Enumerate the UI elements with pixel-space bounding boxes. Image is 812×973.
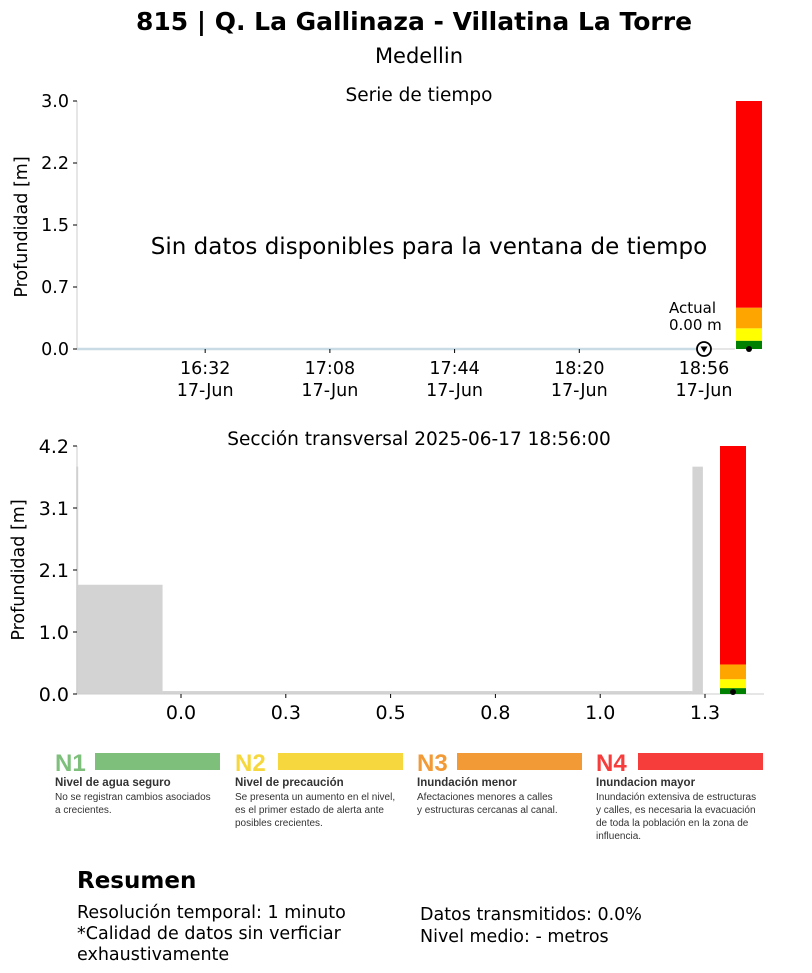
cross-section-ytick-label: 3.1 [39, 498, 69, 520]
time-series-level-bar [736, 101, 762, 352]
time-series-xtick-time: 17:44 [429, 359, 479, 379]
time-series-xtick-time: 16:32 [180, 359, 230, 379]
time-series-ylabel: Profundidad [m] [12, 156, 32, 297]
time-series-ytick-label: 0.0 [41, 340, 69, 360]
report-subtitle: Medellin [375, 44, 463, 68]
alert-level-description: posibles crecientes. [235, 818, 323, 829]
level-bar-orange [720, 664, 746, 680]
alert-level-name: Nivel de precaución [235, 777, 344, 789]
cross-section-xticks: 0.0 0.3 0.5 0.8 1.0 1.3 [166, 694, 720, 724]
alert-level-code: N1 [55, 750, 86, 777]
cross-section-ytick-label: 1.0 [39, 622, 69, 644]
alert-level-description: Inundación extensiva de estructuras [596, 792, 756, 803]
level-bar-green [736, 340, 762, 349]
alert-level-description: No se registran cambios asociados [55, 792, 211, 803]
summary-mean-level: Nivel medio: - metros [420, 927, 609, 947]
time-series-ytick-label: 1.5 [41, 216, 69, 236]
time-series-axes [76, 101, 735, 351]
report-title: 815 | Q. La Gallinaza - Villatina La Tor… [136, 7, 692, 36]
alert-level-description: Afectaciones menores a calles [417, 792, 553, 803]
time-series-ytick-label: 2.2 [41, 154, 69, 174]
current-level-value: 0.00 m [669, 316, 722, 334]
cross-section-chart: Sección transversal 2025-06-17 18:56:00 … [9, 429, 764, 724]
level-bar-red [736, 101, 762, 308]
time-series-title: Serie de tiempo [346, 85, 493, 106]
cross-section-ytick-label: 0.0 [39, 684, 69, 706]
cross-section-ylabel: Profundidad [m] [9, 499, 29, 640]
summary-quality-line1: *Calidad de datos sin verficiar [77, 924, 342, 944]
alert-level-description: es el primer estado de alerta ante [235, 805, 384, 816]
time-series-xtick-date: 17-Jun [551, 381, 608, 401]
cross-section-xtick-label: 0.8 [480, 702, 510, 724]
cross-section-xtick-label: 0.3 [271, 702, 301, 724]
alert-level-code: N4 [596, 750, 627, 777]
summary-transmitted: Datos transmitidos: 0.0% [420, 905, 642, 925]
alert-level-name: Inundacion mayor [596, 777, 696, 789]
cross-section-ytick-label: 4.2 [39, 436, 69, 458]
cross-section-xtick-label: 0.0 [166, 702, 196, 724]
cross-section-axes [76, 446, 764, 695]
no-data-message: Sin datos disponibles para la ventana de… [151, 234, 707, 260]
cross-section-level-bar [720, 446, 746, 695]
level-bar-current-dot [730, 689, 736, 695]
time-series-xtick-date: 17-Jun [301, 381, 358, 401]
time-series-xtick-time: 18:56 [679, 359, 729, 379]
alert-level-description: a crecientes. [55, 805, 112, 816]
level-bar-yellow [736, 328, 762, 341]
time-series-xtick-date: 17-Jun [177, 381, 234, 401]
cross-section-xtick-label: 0.5 [375, 702, 405, 724]
level-bar-orange [736, 307, 762, 329]
time-series-xtick-time: 17:08 [305, 359, 355, 379]
alert-level-description: Se presenta un aumento en el nivel, [235, 792, 395, 803]
time-series-ytick-label: 0.7 [41, 278, 69, 298]
level-bar-current-dot [746, 346, 752, 352]
alert-level-description: y calles, es necesaria la evacuación [596, 805, 756, 816]
alert-level-color-bar [95, 753, 220, 770]
time-series-yticks: 0.0 0.7 1.5 2.2 3.0 [41, 92, 77, 360]
cross-section-xtick-label: 1.3 [690, 702, 720, 724]
cross-section-ytick-label: 2.1 [39, 560, 69, 582]
summary-section: Resumen Resolución temporal: 1 minuto *C… [77, 868, 642, 965]
alert-level-color-bar [638, 753, 763, 770]
alert-level-code: N3 [417, 750, 448, 777]
alert-level-description: influencia. [596, 831, 641, 842]
alert-level-name: Inundación menor [417, 777, 517, 789]
summary-quality-line2: exhaustivamente [77, 945, 229, 965]
alert-level-name: Nivel de agua seguro [55, 777, 171, 789]
current-level-label: Actual [669, 299, 716, 317]
cross-section-yticks: 0.0 1.0 2.1 3.1 4.2 [39, 436, 77, 706]
alert-level-color-bar [457, 753, 582, 770]
summary-title: Resumen [77, 868, 196, 894]
alert-level-description: y estructuras cercanas al canal. [417, 805, 558, 816]
current-level-marker [696, 341, 712, 357]
terrain-profile [76, 466, 703, 694]
cross-section-title: Sección transversal 2025-06-17 18:56:00 [227, 429, 611, 450]
right-wall [692, 466, 703, 694]
channel-bed [162, 691, 693, 694]
time-series-ytick-label: 3.0 [41, 92, 69, 112]
current-marker-arrow [700, 346, 708, 353]
level-bar-yellow [720, 679, 746, 689]
alert-level-description: de toda la población en la zona de [596, 818, 749, 829]
time-series-chart: Serie de tiempo Profundidad [m] 0.0 0.7 1.… [12, 85, 762, 401]
level-bar-red [720, 446, 746, 665]
cross-section-xtick-label: 1.0 [585, 702, 615, 724]
alert-level-color-bar [278, 753, 403, 770]
summary-resolution: Resolución temporal: 1 minuto [77, 903, 346, 923]
left-bank [76, 584, 163, 694]
time-series-xticks: 16:3217-Jun17:0817-Jun17:4417-Jun18:2017… [177, 349, 733, 401]
time-series-xtick-date: 17-Jun [676, 381, 733, 401]
alert-level-code: N2 [235, 750, 266, 777]
time-series-xtick-time: 18:20 [554, 359, 604, 379]
time-series-xtick-date: 17-Jun [426, 381, 483, 401]
